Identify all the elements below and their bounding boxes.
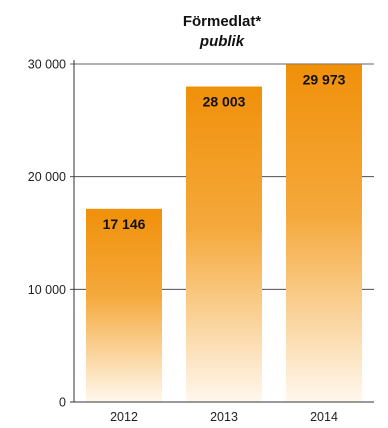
data-label-2013: 28 003 — [203, 93, 246, 109]
y-tick-label: 0 — [59, 396, 66, 410]
y-axis-ticks: 0 10 000 20 000 30 000 — [28, 58, 66, 410]
x-axis-ticks: 2012 2013 2014 — [110, 410, 338, 424]
data-label-2014: 29 973 — [303, 71, 346, 87]
x-tick-label: 2014 — [310, 410, 338, 424]
chart-title: Förmedlat* — [183, 13, 262, 30]
chart-subtitle: publik — [199, 33, 245, 50]
x-tick-label: 2012 — [110, 410, 138, 424]
y-tick-label: 30 000 — [28, 58, 66, 72]
y-tick-label: 10 000 — [28, 283, 66, 297]
y-tick-label: 20 000 — [28, 170, 66, 184]
bar-2013 — [186, 86, 262, 402]
bar-2014 — [286, 64, 362, 402]
data-label-2012: 17 146 — [103, 216, 146, 232]
bar-2012 — [86, 208, 162, 402]
bars: 17 146 28 003 29 973 — [86, 64, 362, 402]
x-tick-label: 2013 — [210, 410, 238, 424]
